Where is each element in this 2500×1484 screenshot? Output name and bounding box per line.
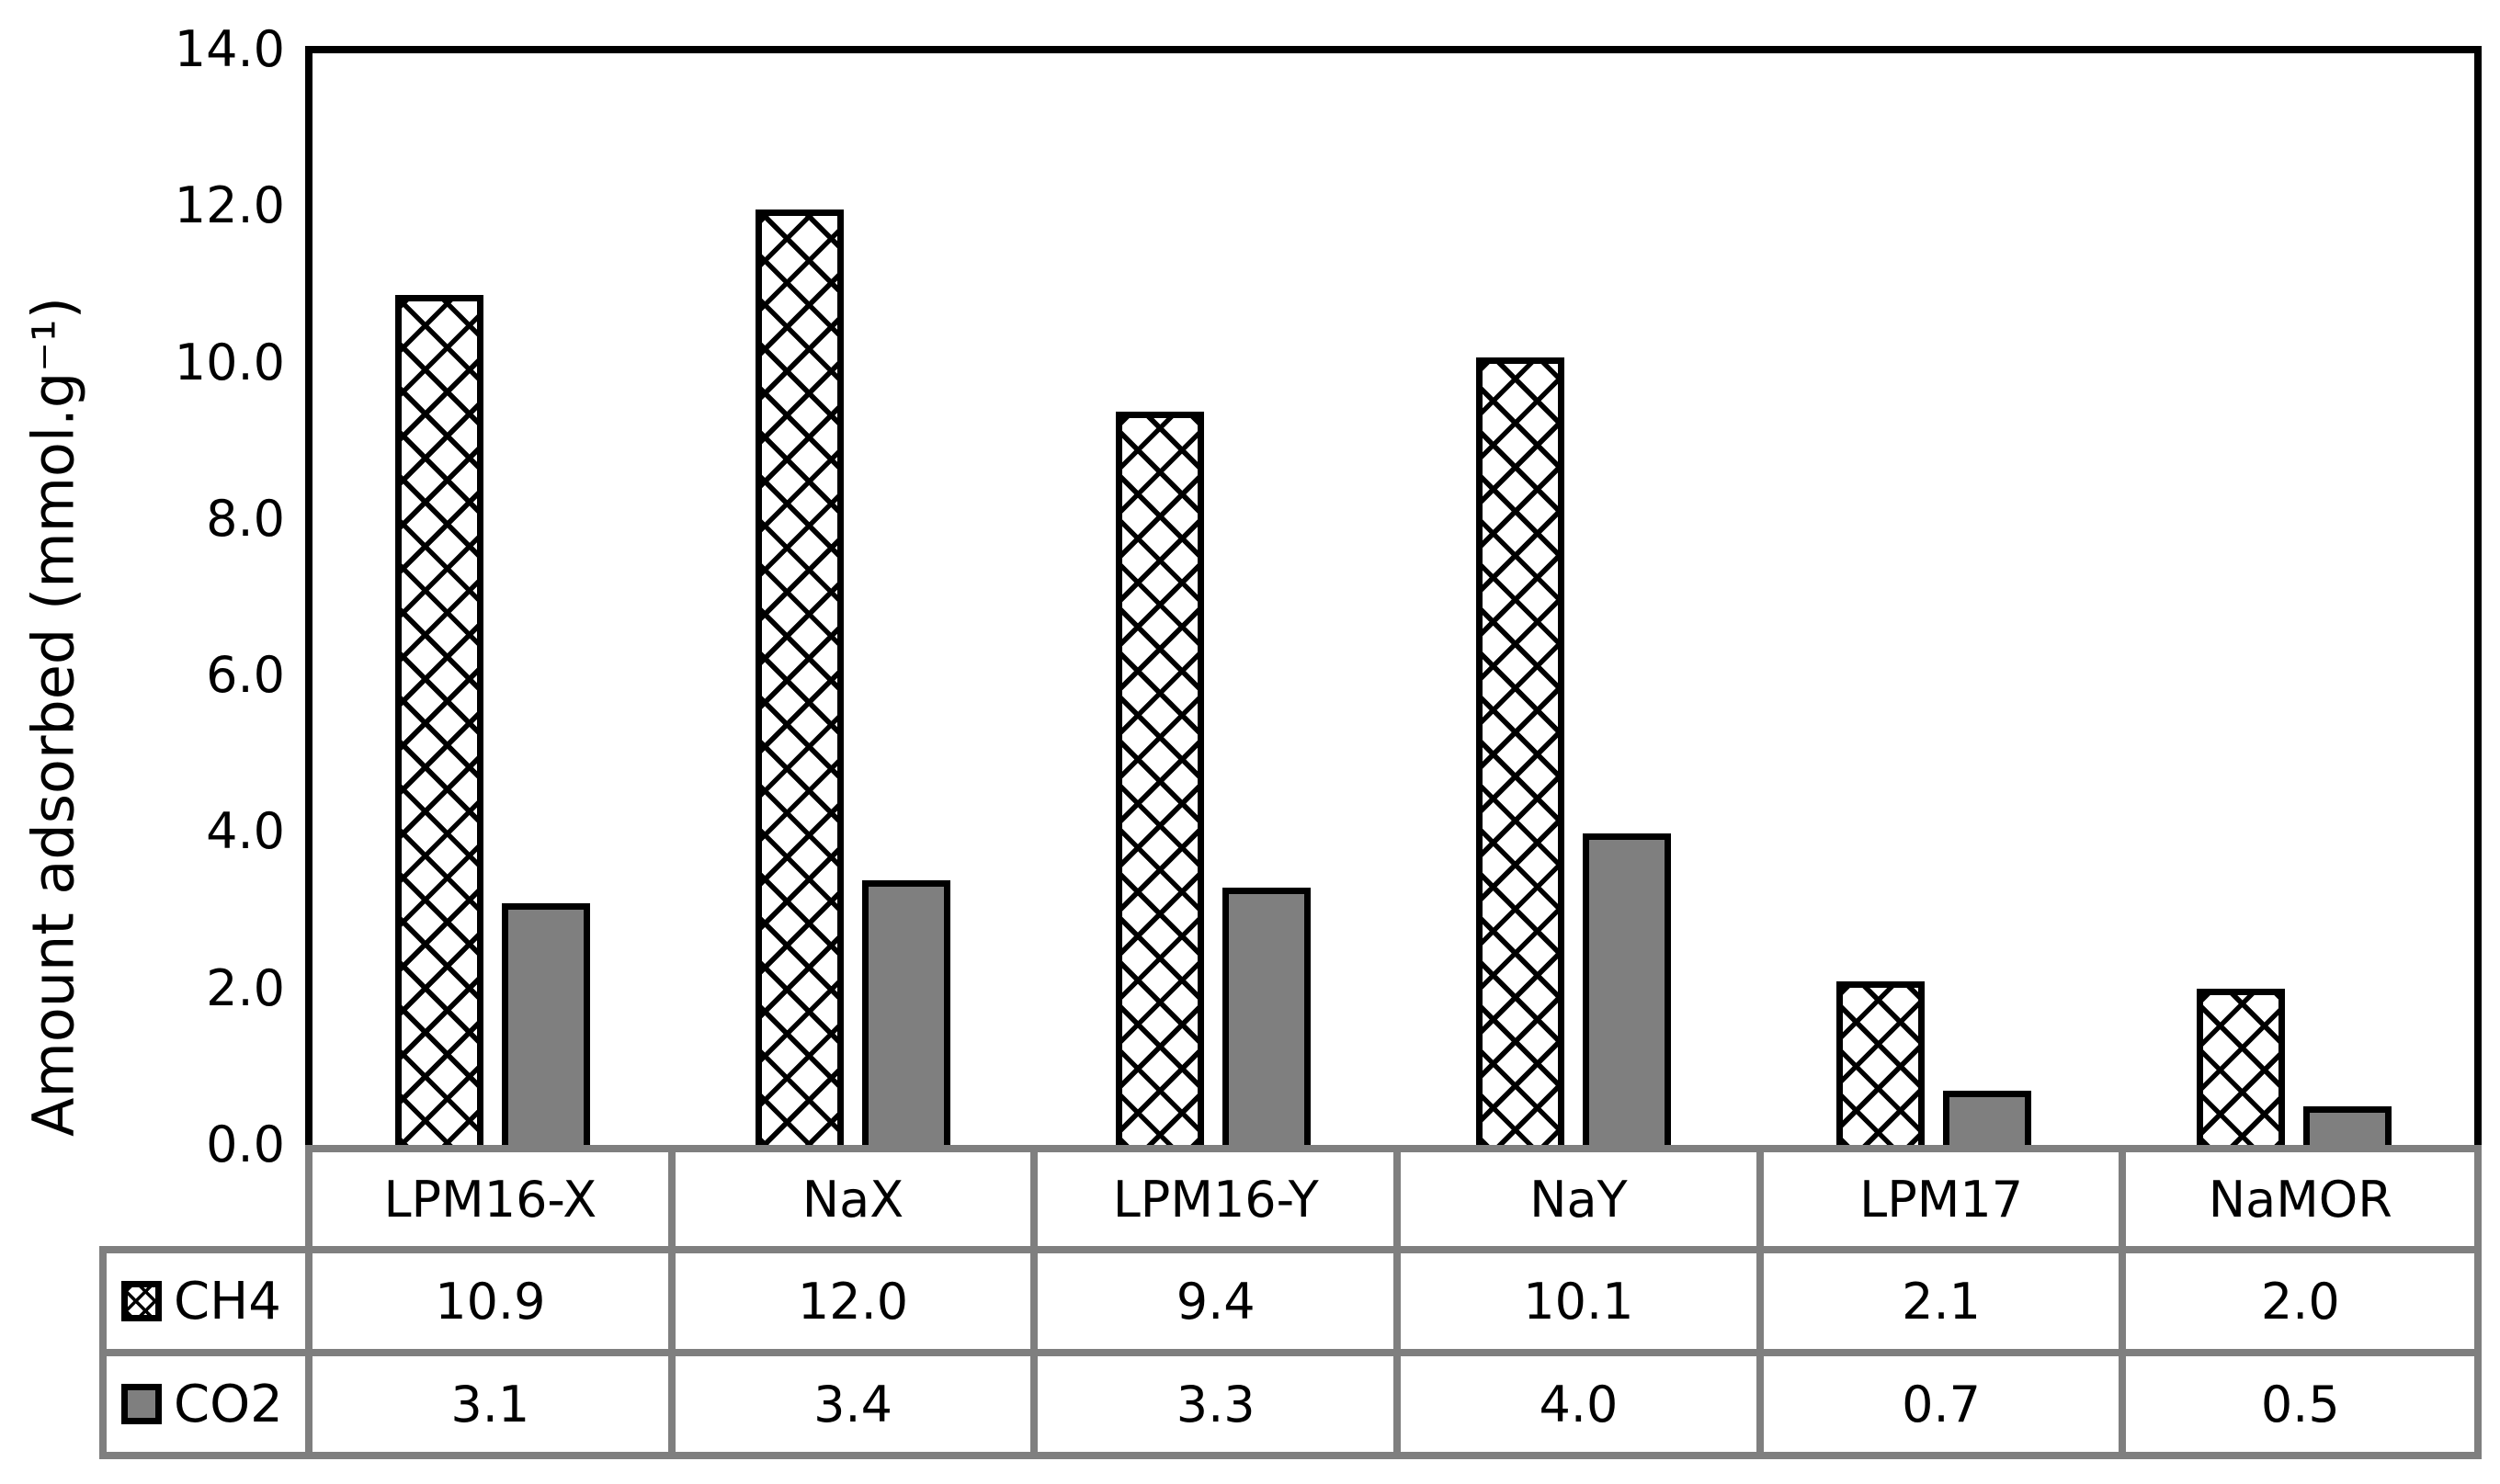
data-table: LPM16-X NaX LPM16-Y NaY LPM17 NaMOR CH4 … (99, 1145, 2483, 1459)
plot-area (305, 46, 2482, 1145)
category-slot-nay (1393, 53, 1754, 1145)
value-ch4-namor: 2.0 (2119, 1246, 2483, 1349)
category-header-lpm17: LPM17 (1756, 1145, 2119, 1246)
legend-label-co2: CO2 (174, 1374, 283, 1434)
bar-ch4-lpm17 (1836, 980, 1925, 1145)
y-tick-label: 12.0 (174, 176, 285, 234)
value-ch4-lpm16y: 9.4 (1030, 1246, 1394, 1349)
category-header-nax: NaX (667, 1145, 1031, 1246)
y-tick-label: 4.0 (206, 802, 285, 860)
bar-co2-nax (862, 879, 950, 1145)
value-co2-namor: 0.5 (2119, 1349, 2483, 1459)
bar-ch4-lpm16x (395, 295, 483, 1145)
co2-gray-swatch-icon (121, 1384, 162, 1424)
bar-ch4-lpm16y (1116, 412, 1204, 1145)
category-slots (312, 53, 2474, 1145)
category-header-nay: NaY (1393, 1145, 1756, 1246)
value-co2-nay: 4.0 (1393, 1349, 1756, 1459)
category-slot-namor (2114, 53, 2474, 1145)
bar-ch4-nax (756, 209, 844, 1145)
bar-ch4-nay (1476, 357, 1564, 1145)
legend-label-ch4: CH4 (174, 1271, 281, 1331)
bar-co2-namor (2303, 1105, 2392, 1145)
value-co2-lpm16y: 3.3 (1030, 1349, 1394, 1459)
value-ch4-nay: 10.1 (1393, 1246, 1756, 1349)
category-slot-lpm16y (1033, 53, 1393, 1145)
category-slot-lpm17 (1754, 53, 2114, 1145)
value-ch4-nax: 12.0 (667, 1246, 1031, 1349)
category-header-lpm16x: LPM16-X (305, 1145, 668, 1246)
ch4-crosshatch-swatch-icon (121, 1281, 162, 1321)
value-ch4-lpm17: 2.1 (1756, 1246, 2119, 1349)
legend-cell-ch4: CH4 (99, 1246, 305, 1349)
y-tick-label: 6.0 (206, 646, 285, 704)
bar-co2-lpm17 (1943, 1090, 2031, 1145)
bar-co2-lpm16y (1222, 887, 1311, 1145)
legend-cell-co2: CO2 (99, 1349, 305, 1459)
value-co2-nax: 3.4 (667, 1349, 1031, 1459)
value-co2-lpm16x: 3.1 (305, 1349, 668, 1459)
category-slot-lpm16x (312, 53, 673, 1145)
y-tick-label: 10.0 (174, 334, 285, 391)
table-corner-spacer (99, 1145, 305, 1246)
category-header-lpm16y: LPM16-Y (1030, 1145, 1394, 1246)
value-ch4-lpm16x: 10.9 (305, 1246, 668, 1349)
y-tick-label: 0.0 (206, 1116, 285, 1173)
y-tick-label: 8.0 (206, 490, 285, 548)
bar-ch4-namor (2197, 989, 2285, 1145)
category-slot-nax (673, 53, 1033, 1145)
bar-co2-nay (1583, 833, 1671, 1145)
value-co2-lpm17: 0.7 (1756, 1349, 2119, 1459)
y-tick-label: 2.0 (206, 959, 285, 1017)
y-tick-label: 14.0 (174, 20, 285, 78)
category-header-namor: NaMOR (2119, 1145, 2483, 1246)
bar-co2-lpm16x (502, 902, 590, 1145)
